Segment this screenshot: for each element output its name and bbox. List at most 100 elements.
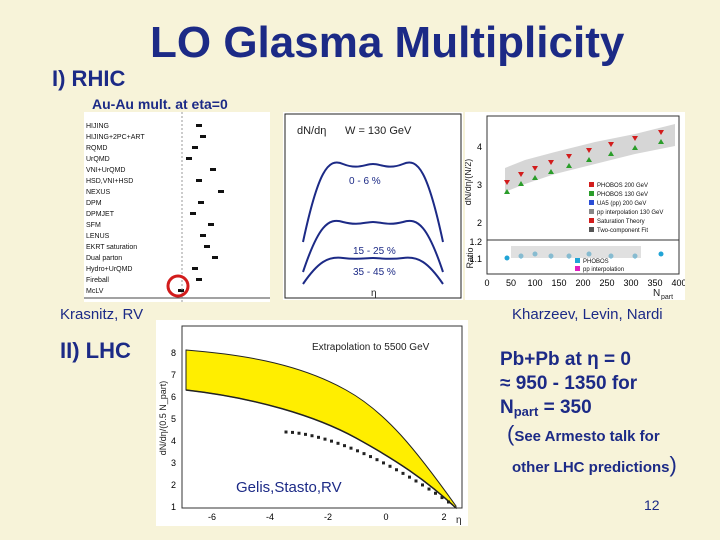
phobos200-point (608, 142, 614, 147)
model-marker (196, 278, 202, 281)
lhc-ylabel: dN/dη/(0.5 N_part) (158, 381, 168, 456)
lhc-xtick: 0 (383, 512, 388, 522)
lhc-data-point (369, 455, 372, 459)
centrality-0: 0 - 6 % (349, 176, 381, 187)
phobos200-point (586, 148, 592, 153)
lhc-data-point (408, 475, 411, 479)
models-chart: HIJING HIJING+2PC+ART RQMD UrQMD VNI+UrQMD HS… (84, 112, 270, 302)
model-marker (212, 256, 218, 259)
lhc-data-point (356, 449, 359, 453)
curve-central (302, 161, 444, 243)
model-marker (198, 201, 204, 204)
pb-prediction: Pb+Pb at η = 0 ≈ 950 - 1350 for Npart = … (500, 348, 637, 424)
model-marker (210, 168, 216, 171)
model-marker (190, 212, 196, 215)
model-rows: HIJING HIJING+2PC+ART RQMD UrQMD VNI+UrQMD HS… (86, 123, 224, 295)
ytick-4: 4 (477, 142, 482, 152)
lhc-data-point (388, 464, 392, 468)
lhc-data-point (336, 441, 340, 445)
phobos130-point (658, 139, 664, 144)
lhc-data-point (330, 439, 333, 443)
lhc-data-point (401, 471, 405, 475)
lhc-ytick: 1 (171, 502, 176, 512)
credit-right: Kharzeev, Levin, Nardi (512, 306, 663, 323)
lhc-data-point (323, 437, 327, 441)
model-marker (178, 289, 184, 292)
npart-xticks: 0 50 100 150 200 250 300 350 400 (484, 278, 686, 288)
eta-xlabel: η (371, 288, 377, 299)
other-text: other LHC predictions (512, 459, 670, 476)
model-label: Fireball (86, 277, 109, 284)
model-label: RQMD (86, 145, 107, 152)
lhc-yticks: 1 2 3 4 5 6 7 8 (171, 348, 176, 512)
lhc-data-point (343, 444, 346, 448)
ytick-1.1: 1.1 (469, 254, 482, 264)
model-label: Hydro+UrQMD (86, 266, 132, 273)
model-label: HIJING+2PC+ART (86, 134, 145, 141)
phobos200-point (658, 130, 664, 135)
npart-xtick: 50 (506, 278, 516, 288)
npart-legend-marker (589, 191, 594, 196)
lhc-ytick: 8 (171, 348, 176, 358)
model-marker (218, 190, 224, 193)
npart-legend-marker (589, 227, 594, 232)
curve-peripheral (302, 256, 444, 285)
lhc-ytick: 4 (171, 436, 176, 446)
model-label: HSD,VNI+HSD (86, 178, 133, 185)
npart-legend-entry: PHOBOS 130 GeV (597, 192, 648, 198)
phobos130-point (504, 189, 510, 194)
lhc-xtick: 2 (441, 512, 446, 522)
model-marker (200, 135, 206, 138)
model-marker (196, 124, 202, 127)
lhc-data-point (447, 500, 450, 504)
npart-legend-marker (589, 218, 594, 223)
ratio-legend-marker (575, 266, 580, 271)
model-marker (186, 157, 192, 160)
npart-legend: PHOBOS 200 GeV PHOBOS 130 GeV UA5 (pp) 200… (575, 182, 663, 273)
phobos200-point (504, 180, 510, 185)
npart-legend-entry: Saturation Theory (597, 219, 645, 225)
centrality-1: 15 - 25 % (353, 246, 396, 257)
credit-left: Krasnitz, RV (60, 306, 144, 323)
npart-legend-entry: Two-component Fit (597, 228, 648, 234)
phobos130-point (586, 157, 592, 162)
npart-legend-marker (589, 209, 594, 214)
see-text: See Armesto talk for (514, 428, 660, 445)
lhc-data-point (304, 432, 307, 436)
ytick-3: 3 (477, 180, 482, 190)
lhc-data-point (427, 487, 431, 491)
model-label: EKRT saturation (86, 244, 137, 251)
ratio-legend-marker (575, 258, 580, 263)
lhc-data-point (434, 491, 437, 495)
eta-ylabel: dN/dη (297, 125, 326, 137)
phobos130-point (632, 145, 638, 150)
lhc-ytick: 6 (171, 392, 176, 402)
pb-line-3: Npart = 350 (500, 396, 637, 424)
lhc-data-point (310, 434, 314, 438)
npart-panel: dN/dη/(N/2) Ratio 4 3 2 1.2 1.1 0 50 100 15… (463, 112, 687, 301)
ratio-legend-entry: PHOBOS (583, 259, 609, 265)
npart-band (505, 124, 675, 192)
pb-npart-sub: part (513, 404, 539, 419)
npart-xlabel: N (653, 288, 660, 299)
model-label: DPMJET (86, 211, 115, 218)
curve-mid (302, 219, 444, 273)
ratio-point (504, 255, 510, 261)
phobos130-point (566, 163, 572, 168)
eta-panel: dN/dη W = 130 GeV 0 - 6 % 15 - 25 % 35 -… (283, 112, 463, 300)
model-label: UrQMD (86, 156, 110, 163)
lhc-data-point (349, 446, 353, 450)
highlight-circle (166, 274, 190, 298)
npart-legend-entry: pp interpolation 130 GeV (597, 210, 663, 216)
model-marker (196, 179, 202, 182)
model-marker (200, 234, 206, 237)
lhc-data-point (414, 479, 418, 483)
phobos130-point (608, 151, 614, 156)
pb-npart-tail: = 350 (538, 397, 592, 418)
phobos200-point (532, 166, 538, 171)
ytick-1.2: 1.2 (469, 237, 482, 247)
npart-chart: dN/dη/(N/2) Ratio 4 3 2 1.2 1.1 0 50 100 15… (463, 112, 687, 301)
centrality-2: 35 - 45 % (353, 267, 396, 278)
lhc-chart: dN/dη/(0.5 N_part) Extrapolation to 5500… (156, 320, 468, 526)
lhc-annotation: Extrapolation to 5500 GeV (312, 342, 430, 353)
